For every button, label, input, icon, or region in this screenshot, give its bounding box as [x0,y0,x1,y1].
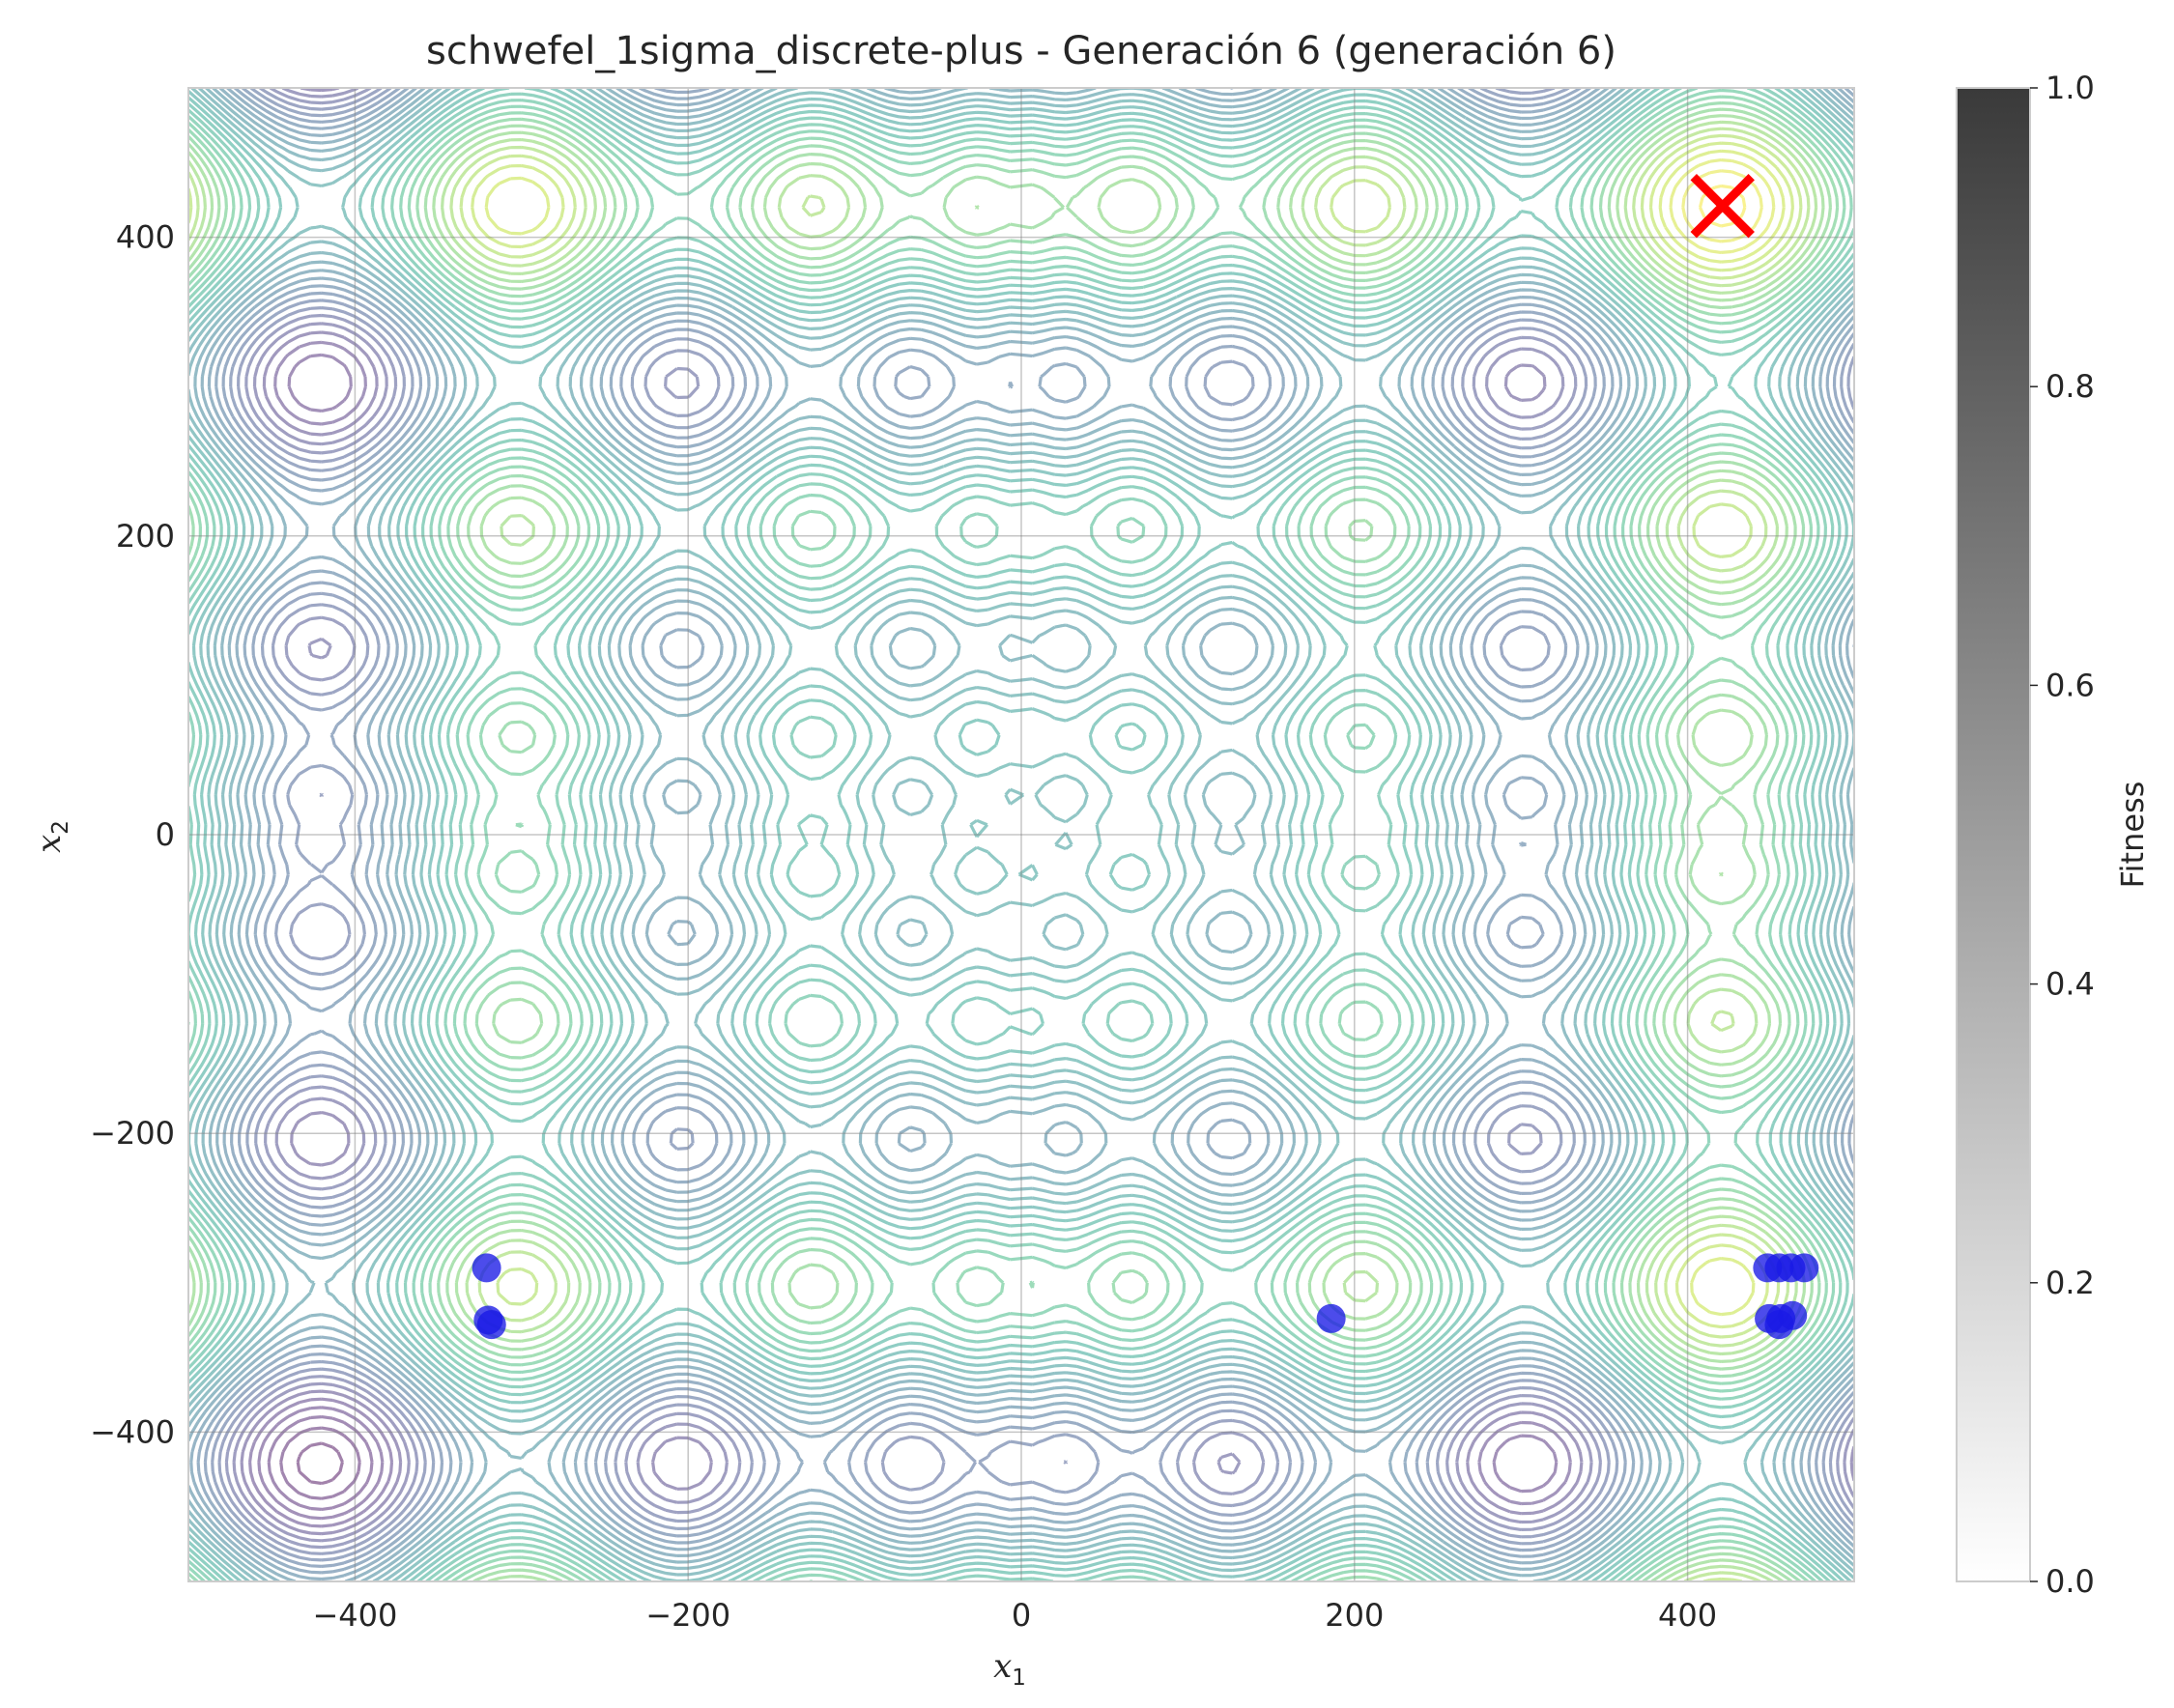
plot-area [188,88,1854,1581]
population-point [1764,1310,1794,1340]
optimum-x-stroke [1690,173,1755,239]
colorbar-tick-label: 0.0 [2045,1563,2095,1600]
x-tick-label: 0 [1012,1597,1031,1634]
y-axis-label: x2 [30,820,73,853]
population-point [1316,1303,1346,1333]
y-tick-label: 200 [116,518,175,555]
contour-level [188,88,1854,1581]
x-axis-label: x1 [993,1647,1026,1691]
population-points [472,1253,1819,1340]
population-point [1789,1253,1819,1283]
colorbar-ticks: 0.0 0.2 0.4 0.6 0.8 1.0 [2030,70,2095,1600]
contour-level [196,88,1854,1575]
x-tick-label: −200 [645,1597,730,1634]
contour-level [188,88,1854,1581]
colorbar-tick-label: 0.6 [2045,667,2095,703]
y-tick-label: 400 [116,219,175,256]
contour-level [188,88,1854,1581]
contour-level [248,340,1572,1528]
population-point [472,1253,501,1283]
colorbar-label: Fitness [2114,782,2151,889]
contour-level [267,1415,374,1511]
y-axis-label-sub: 2 [48,820,73,835]
x-axis-label-sub: 1 [1012,1665,1026,1691]
plot-frame [187,87,1855,1582]
y-tick-label: 0 [156,816,175,853]
x-tick-label: 200 [1325,1597,1384,1634]
colorbar-tick-label: 0.8 [2045,368,2095,405]
contour-level [296,1441,344,1486]
x-axis-label-main: x [993,1647,1012,1686]
contour-level [240,88,1854,1536]
y-axis-label-main: x [30,835,69,853]
x-axis-ticks: −400 −200 0 200 400 [312,1597,1717,1634]
contour-level [188,95,1846,1581]
optimum-marker [1690,173,1755,239]
colorbar-tick-label: 0.2 [2045,1265,2095,1301]
contour-level [217,88,1854,1555]
contour-level [257,353,1559,1521]
contour-level [188,88,1854,1581]
colorbar [1956,87,2031,1582]
chart-title: schwefel_1sigma_discrete-plus - Generaci… [426,29,1616,73]
contour-level [203,88,1854,1568]
y-tick-label: −200 [90,1115,175,1152]
contour-level [1669,158,1776,254]
contour-level [188,88,1854,1581]
population-point [476,1310,506,1340]
contour-level [188,88,1854,1581]
contour-level [279,1426,361,1500]
colorbar-tick-label: 1.0 [2045,70,2095,106]
contour-level [188,88,1854,1581]
contour-level [189,88,1854,1581]
y-tick-label: −400 [90,1413,175,1450]
y-axis-ticks: −400 −200 0 200 400 [90,219,175,1451]
contour-level [188,88,1854,1581]
x-tick-label: 400 [1658,1597,1717,1634]
contour-level [224,88,1854,1550]
contour-level [188,88,1854,1581]
contour-level [188,88,1853,1581]
colorbar-tick-label: 0.4 [2045,966,2095,1003]
x-tick-label: −400 [312,1597,397,1634]
contour-level [211,88,1854,1562]
contour-level [484,149,1786,1317]
grid [188,88,1854,1581]
contour-level [188,88,1854,1581]
